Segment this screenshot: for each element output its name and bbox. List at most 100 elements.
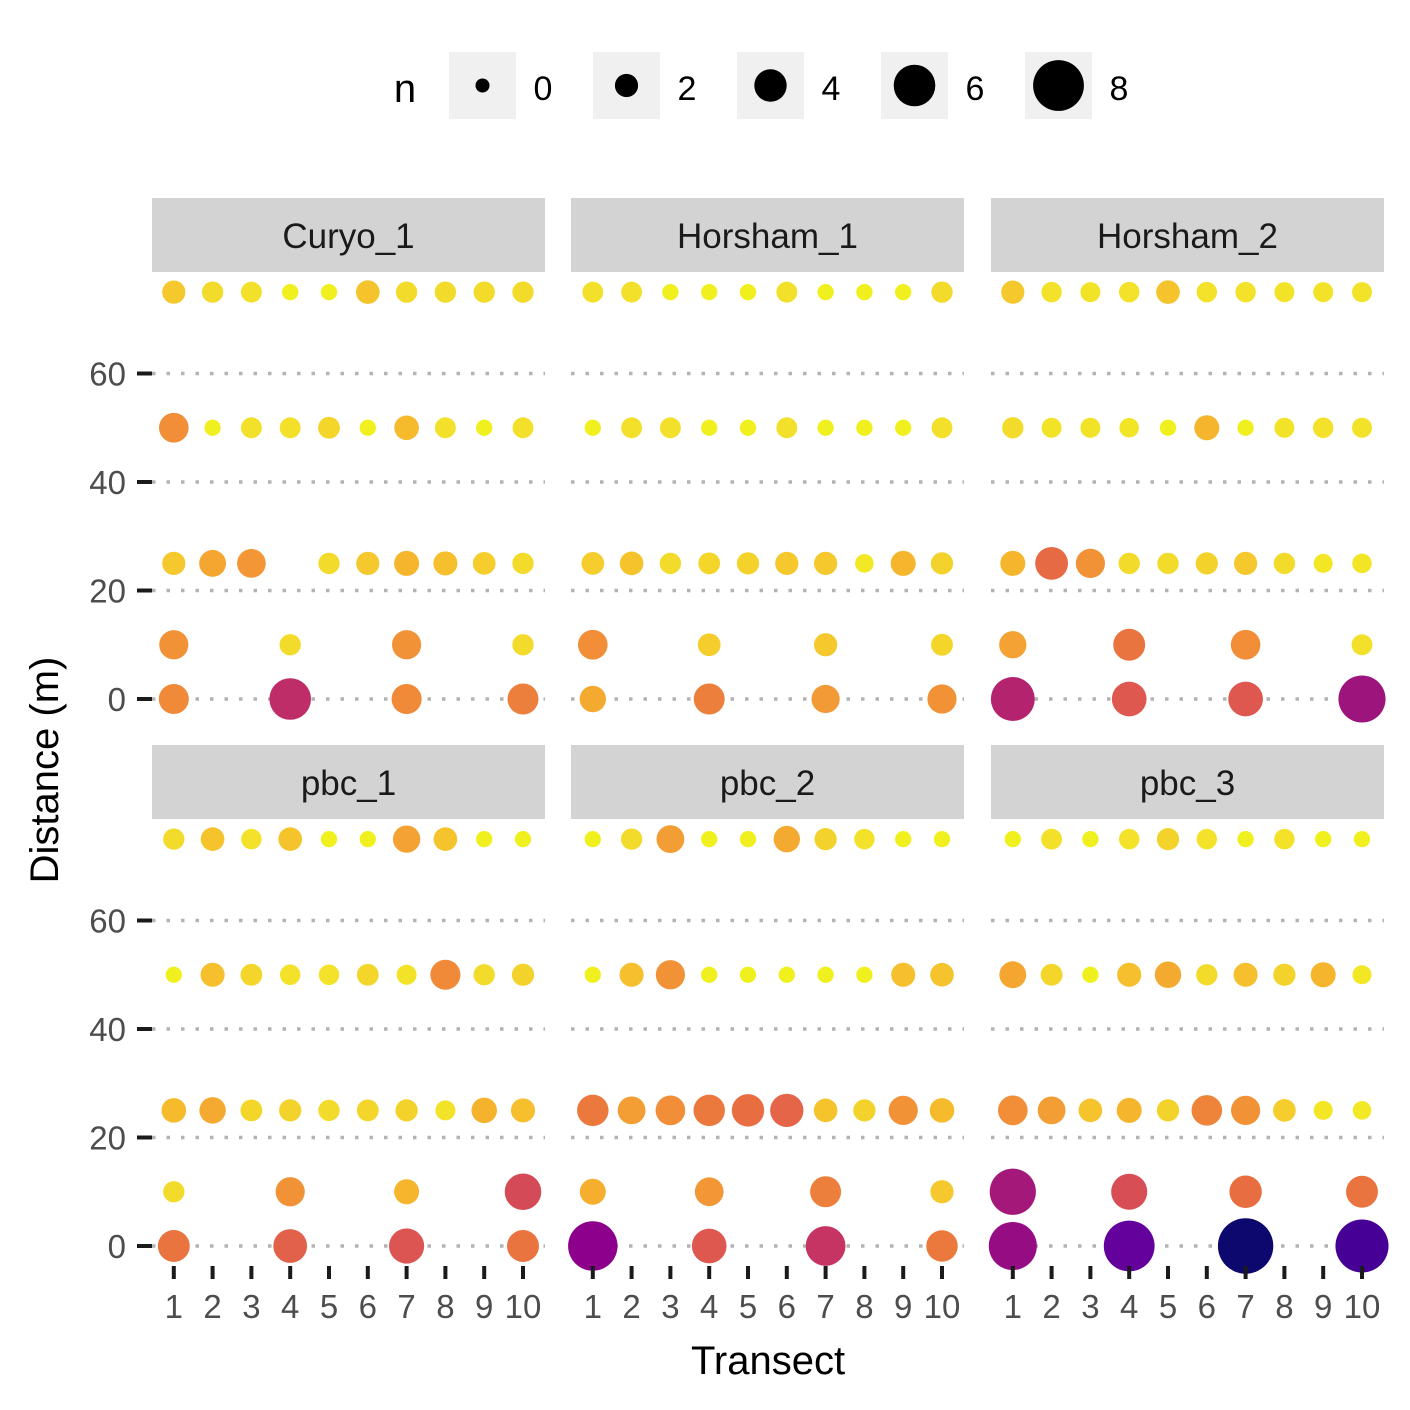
data-point bbox=[1041, 281, 1062, 303]
data-point bbox=[1313, 1100, 1333, 1120]
data-point bbox=[856, 283, 873, 301]
data-point bbox=[931, 417, 953, 439]
x-tick-label: 1 bbox=[1004, 1288, 1022, 1325]
x-tick-label: 9 bbox=[1314, 1288, 1332, 1325]
data-point bbox=[931, 633, 953, 656]
data-point bbox=[1080, 417, 1101, 438]
x-tick-label: 7 bbox=[397, 1288, 415, 1325]
data-point bbox=[701, 830, 718, 848]
data-point bbox=[1230, 629, 1261, 660]
data-point bbox=[1119, 417, 1139, 438]
y-tick-label: 40 bbox=[89, 464, 126, 501]
data-point bbox=[701, 966, 718, 983]
data-point bbox=[773, 825, 801, 853]
data-point bbox=[162, 280, 186, 304]
x-tick-label: 9 bbox=[475, 1288, 493, 1325]
x-tick-label: 2 bbox=[203, 1288, 221, 1325]
facet-strip bbox=[571, 198, 964, 272]
data-point bbox=[1196, 964, 1218, 986]
data-point bbox=[318, 1099, 340, 1122]
data-point bbox=[997, 1095, 1028, 1126]
data-point bbox=[199, 1097, 226, 1124]
data-point bbox=[930, 962, 954, 987]
data-point bbox=[1111, 1173, 1148, 1210]
legend-title: n bbox=[394, 67, 416, 111]
data-point bbox=[620, 828, 643, 850]
data-point bbox=[158, 412, 189, 443]
data-point bbox=[394, 550, 420, 576]
data-point bbox=[476, 830, 493, 848]
x-tick-label: 2 bbox=[622, 1288, 640, 1325]
data-point bbox=[511, 963, 535, 986]
data-point bbox=[739, 966, 757, 983]
data-point bbox=[392, 825, 421, 853]
data-point bbox=[1231, 1095, 1261, 1125]
data-point bbox=[391, 683, 422, 715]
data-point bbox=[581, 552, 605, 575]
data-point bbox=[162, 551, 186, 575]
data-point bbox=[430, 959, 461, 990]
data-point bbox=[933, 830, 951, 848]
data-point bbox=[240, 963, 263, 986]
data-point bbox=[731, 1094, 765, 1127]
data-point bbox=[1159, 419, 1177, 436]
legend-label: 4 bbox=[822, 70, 841, 108]
data-point bbox=[999, 961, 1027, 989]
x-tick-label: 10 bbox=[505, 1288, 542, 1325]
data-point bbox=[655, 1095, 686, 1126]
x-tick-label: 7 bbox=[816, 1288, 834, 1325]
data-point bbox=[389, 1228, 425, 1264]
data-point bbox=[701, 283, 718, 301]
x-tick-label: 6 bbox=[778, 1288, 796, 1325]
data-point bbox=[1217, 1218, 1274, 1274]
data-point bbox=[1002, 417, 1024, 439]
data-point bbox=[355, 280, 380, 304]
y-tick-label: 40 bbox=[89, 1011, 126, 1048]
data-point bbox=[582, 281, 604, 303]
data-point bbox=[279, 634, 301, 656]
data-point bbox=[1196, 828, 1218, 850]
data-point bbox=[269, 678, 312, 720]
data-point bbox=[433, 551, 458, 576]
data-point bbox=[1273, 963, 1296, 986]
data-point bbox=[930, 1180, 954, 1204]
data-point bbox=[931, 281, 953, 303]
data-point bbox=[1352, 553, 1372, 574]
data-point bbox=[1040, 963, 1063, 986]
x-axis-title: Transect bbox=[691, 1339, 845, 1383]
data-point bbox=[619, 551, 644, 576]
data-point bbox=[279, 1099, 302, 1122]
data-point bbox=[320, 830, 338, 848]
data-point bbox=[988, 1221, 1037, 1271]
data-point bbox=[1075, 548, 1105, 578]
data-point bbox=[584, 830, 601, 848]
data-point bbox=[1352, 1101, 1372, 1120]
data-point bbox=[512, 634, 534, 656]
facet-strip bbox=[571, 745, 964, 819]
data-point bbox=[659, 552, 682, 575]
data-point bbox=[1113, 628, 1146, 661]
data-point bbox=[392, 630, 422, 660]
data-point bbox=[855, 554, 874, 573]
data-point bbox=[930, 552, 954, 575]
x-tick-label: 5 bbox=[1159, 1288, 1177, 1325]
legend-key-dot bbox=[754, 69, 787, 102]
data-point bbox=[853, 1099, 876, 1122]
x-tick-label: 9 bbox=[894, 1288, 912, 1325]
data-point bbox=[776, 281, 798, 303]
data-point bbox=[1353, 830, 1371, 848]
data-point bbox=[356, 1099, 379, 1122]
data-point bbox=[1352, 417, 1372, 438]
data-point bbox=[1194, 415, 1220, 441]
x-tick-label: 2 bbox=[1042, 1288, 1060, 1325]
x-tick-label: 6 bbox=[1198, 1288, 1216, 1325]
data-point bbox=[471, 1097, 497, 1124]
facet-strip-label: pbc_2 bbox=[720, 764, 815, 803]
data-point bbox=[584, 419, 601, 436]
data-point bbox=[1352, 282, 1372, 303]
data-point bbox=[814, 827, 837, 851]
data-point bbox=[1116, 1097, 1142, 1123]
facet-strip bbox=[152, 745, 545, 819]
data-point bbox=[662, 283, 679, 301]
